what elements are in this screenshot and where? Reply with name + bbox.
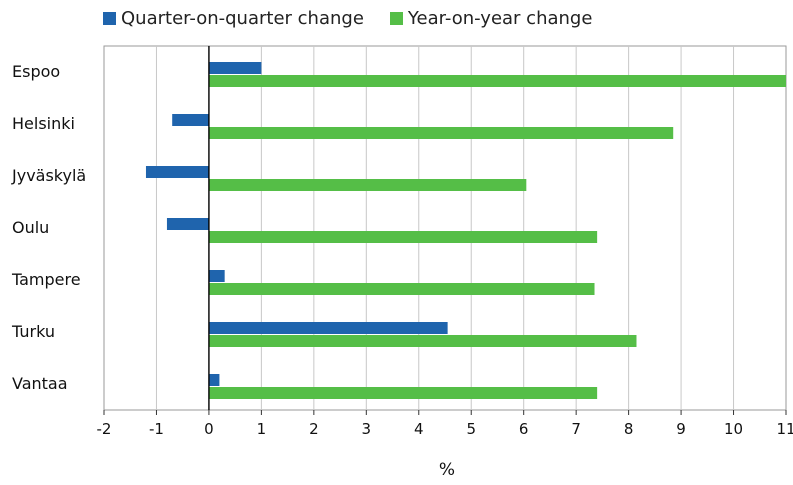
category-label: Tampere [11, 270, 81, 289]
legend-item-quarter: Quarter-on-quarter change [103, 8, 364, 29]
x-tick-label: 9 [676, 420, 686, 438]
legend-label-year: Year-on-year change [407, 8, 593, 29]
x-tick-label: 10 [724, 420, 743, 438]
x-tick-label: 1 [257, 420, 267, 438]
x-tick-label: 3 [362, 420, 372, 438]
chart-legend: Quarter-on-quarter change Year-on-year c… [103, 8, 618, 29]
bar-year-on-year [208, 75, 786, 87]
bar-year-on-year [208, 127, 674, 139]
bar-quarter-on-quarter [208, 374, 220, 386]
bar-year-on-year [208, 283, 595, 295]
bar-year-on-year [208, 387, 598, 399]
category-label: Jyväskylä [11, 166, 86, 185]
bar-year-on-year [208, 179, 527, 191]
category-label: Helsinki [12, 114, 75, 133]
x-tick-label: 2 [309, 420, 319, 438]
legend-label-quarter: Quarter-on-quarter change [121, 8, 364, 29]
bar-year-on-year [208, 335, 637, 347]
x-tick-label: 5 [466, 420, 476, 438]
legend-item-year: Year-on-year change [389, 8, 593, 29]
x-tick-label: 11 [776, 420, 793, 438]
bar-quarter-on-quarter [208, 270, 225, 282]
x-tick-label: -2 [97, 420, 112, 438]
category-label: Vantaa [12, 374, 68, 393]
legend-swatch-quarter [103, 12, 116, 25]
x-tick-label: 6 [519, 420, 529, 438]
category-label: Turku [11, 322, 55, 341]
bar-quarter-on-quarter [145, 166, 209, 178]
x-tick-label: 7 [571, 420, 581, 438]
x-axis-label: % [439, 460, 455, 480]
x-tick-label: 4 [414, 420, 424, 438]
category-label: Oulu [12, 218, 49, 237]
x-tick-label: 0 [204, 420, 214, 438]
bar-quarter-on-quarter [172, 114, 209, 126]
legend-swatch-year [389, 12, 403, 25]
category-label: Espoo [12, 62, 60, 81]
bar-quarter-on-quarter [166, 218, 209, 230]
x-tick-label: 8 [624, 420, 634, 438]
bar-quarter-on-quarter [208, 322, 448, 334]
plot-area [103, 45, 787, 411]
bar-quarter-on-quarter [208, 62, 262, 74]
bar-year-on-year [208, 231, 598, 243]
x-tick-label: -1 [149, 420, 164, 438]
